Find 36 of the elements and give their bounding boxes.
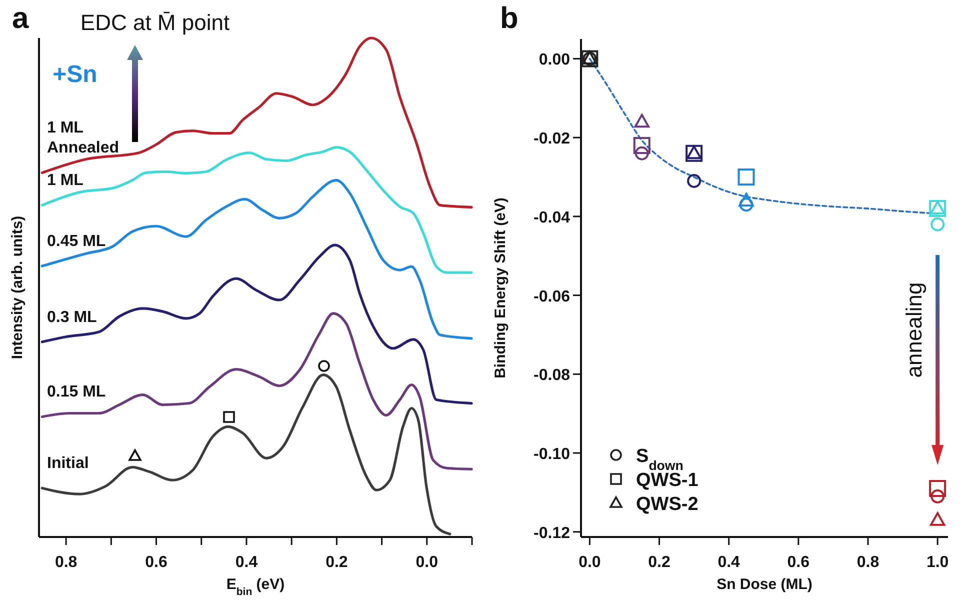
y-tick-label: 0.00 (538, 52, 570, 69)
y-tick-label: -0.12 (534, 524, 570, 542)
legend-label: QWS-2 (636, 494, 698, 515)
y-axis-title: Binding Energy Shift (eV) (492, 198, 509, 378)
x-tick-label: 0.0 (416, 554, 438, 571)
x-tick-label: 0.4 (235, 554, 258, 571)
y-tick-label: -0.06 (534, 288, 570, 306)
y-tick-label: -0.10 (534, 446, 570, 464)
y-tick-label: -0.08 (534, 367, 570, 384)
annotation: annealing (902, 282, 927, 378)
text: a (12, 2, 29, 35)
legend-label: QWS-1 (636, 470, 699, 491)
x-tick-label: 0.0 (578, 554, 601, 571)
series-label: 0.15 ML (47, 384, 106, 401)
x-axis-title: E$_{bin}$ (eV) (226, 576, 285, 598)
series-label: Initial (47, 455, 89, 472)
series-label: 0.3 ML (47, 308, 98, 326)
series-label: 0.45 ML (47, 233, 106, 250)
x-tick-label: 1.0 (926, 554, 949, 571)
x-tick-label: 0.2 (326, 554, 348, 571)
x-tick-label: 0.2 (648, 554, 670, 571)
text: b (500, 2, 518, 35)
legend-label: S$_{down}$ (636, 446, 684, 472)
chart-title: EDC at M̄ point (80, 10, 230, 35)
series-label: 1 ML (47, 172, 84, 190)
annotation: +Sn (52, 61, 98, 88)
x-tick-label: 0.8 (54, 554, 78, 571)
series-label: 1 ML Annealed (47, 120, 120, 157)
y-tick-label: -0.02 (534, 130, 570, 148)
y-tick-label: -0.04 (534, 209, 570, 226)
x-tick-label: 0.6 (787, 554, 810, 571)
x-tick-label: 0.6 (145, 554, 168, 571)
x-axis-title: Sn Dose (ML) (716, 576, 812, 593)
y-axis-title: Intensity (arb. units) (9, 216, 26, 360)
x-tick-label: 0.4 (718, 554, 740, 571)
x-tick-label: 0.8 (856, 554, 880, 571)
